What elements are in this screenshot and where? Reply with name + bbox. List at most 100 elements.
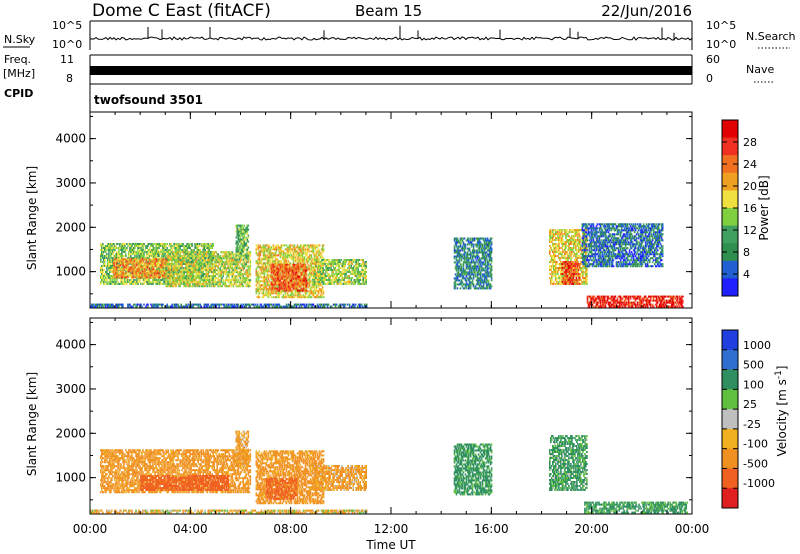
power-cell [338,265,340,267]
power-cell [357,265,359,267]
power-cell [236,244,239,247]
power-cell [281,290,284,293]
power-cell [225,279,228,282]
power-cell [264,248,267,251]
power-cell [259,252,262,255]
power-cell [129,274,132,277]
power-cell [228,259,231,262]
power-cell [181,279,183,282]
power-cell [179,257,181,260]
power-cell [202,273,204,276]
power-cell [165,282,167,285]
power-cell [135,281,137,283]
power-cell [296,258,299,261]
power-cell [257,254,260,257]
power-cell [322,281,324,283]
power-cell [156,270,159,273]
power-cell [292,262,295,265]
power-cell [164,247,166,249]
power-cell [127,257,129,259]
power-cell [238,265,241,268]
power-cell [279,252,282,255]
power-cell [298,275,301,278]
power-cell [178,267,180,270]
power-cell [119,245,121,247]
power-cell [266,272,269,275]
power-cell [257,248,260,251]
power-cell [295,282,298,285]
power-cell [300,279,303,282]
power-cell [297,286,300,289]
power-cell [121,264,124,267]
power-cell [191,281,193,284]
power-cell [258,292,261,295]
power-cell [272,265,275,268]
power-cell [185,249,187,251]
power-cell [313,288,316,291]
power-cell [276,276,279,279]
power-cell [307,264,310,267]
power-cell [226,255,229,258]
power-cell [296,252,299,255]
power-cell [229,265,232,268]
power-cell [287,287,290,290]
power-cell [244,244,247,247]
power-cell [123,266,126,269]
power-cell [135,264,138,267]
power-cell [179,251,181,254]
power-cell [341,265,343,267]
power-cell [245,263,248,266]
power-cell [201,275,203,277]
power-cell [331,281,333,283]
power-cell [185,247,187,249]
power-cell [150,269,152,271]
power-cell [129,268,132,271]
power-cell [165,255,167,257]
power-cell [134,251,136,253]
power-cell [228,271,231,274]
power-cell [235,265,238,268]
power-cell [277,263,280,266]
power-cell [263,280,266,283]
power-cell [315,277,317,279]
power-cell [103,259,105,261]
power-cell [213,253,215,256]
power-cell [115,266,118,269]
power-cell [284,285,287,288]
power-cell [266,282,269,285]
power-cell [255,274,258,277]
power-cell [217,257,219,260]
power-cell [103,281,105,283]
power-cell [210,253,212,256]
power-cell [203,245,205,247]
power-cell [334,267,336,269]
power-cell [113,268,116,271]
power-cell [184,279,186,282]
power-cell [122,257,124,259]
power-cell [291,285,294,288]
power-cell [263,258,266,261]
power-cell [114,257,116,259]
power-cell [151,255,153,257]
power-cell [183,253,185,256]
power-cell [309,280,312,283]
power-cell [309,296,312,299]
power-cell [216,253,218,256]
power-cell [315,284,318,287]
power-cell [132,268,135,271]
power-cell [312,250,315,253]
power-cell [162,255,164,257]
power-cell [331,259,333,261]
power-cell [230,273,233,276]
power-cell [358,281,360,283]
power-cell [248,269,251,272]
power-cell [173,255,175,258]
power-cell [220,275,222,278]
power-cell [115,282,117,285]
power-cell [100,271,102,273]
power-cell [285,285,288,288]
power-cell [114,260,117,263]
power-cell [323,261,325,263]
power-cell [211,259,213,262]
power-cell [306,296,309,299]
